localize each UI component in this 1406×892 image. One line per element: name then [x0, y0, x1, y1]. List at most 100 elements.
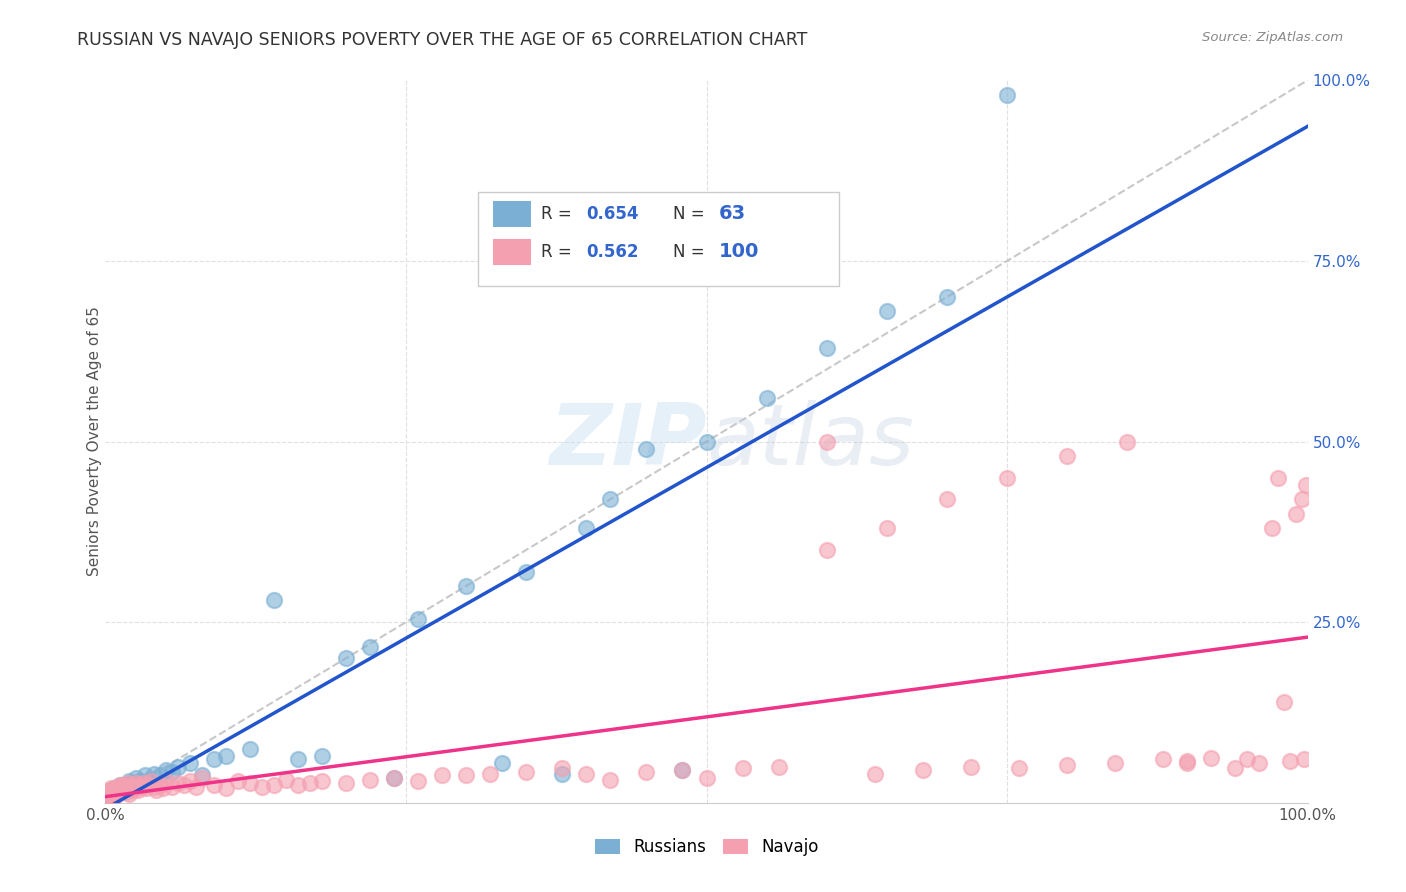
Point: [876, 304, 898, 318]
Legend: Russians, Navajo: Russians, Navajo: [588, 831, 825, 863]
Point: [142, 780, 165, 794]
Point: [599, 492, 621, 507]
Point: [173, 778, 195, 792]
Point: [179, 756, 201, 770]
Point: [335, 775, 357, 789]
Point: [214, 748, 236, 763]
Point: [406, 611, 429, 625]
Point: [124, 771, 146, 785]
Point: [134, 768, 156, 782]
Point: [104, 781, 127, 796]
Point: [960, 760, 983, 774]
Point: [97, 787, 120, 801]
Point: [995, 470, 1018, 484]
Point: [179, 774, 201, 789]
Point: [359, 640, 381, 655]
Point: [599, 772, 621, 787]
Point: [406, 774, 429, 789]
Point: [107, 780, 129, 794]
Point: [1104, 756, 1126, 770]
Point: [1225, 761, 1247, 775]
Point: [1236, 752, 1258, 766]
Point: [128, 774, 150, 789]
Point: [125, 780, 148, 794]
Point: [1295, 478, 1317, 492]
Bar: [492, 201, 531, 227]
Point: [122, 782, 145, 797]
Point: [1177, 756, 1199, 770]
Point: [120, 780, 142, 794]
Text: atlas: atlas: [707, 400, 914, 483]
Point: [160, 780, 183, 794]
Point: [103, 785, 125, 799]
Point: [152, 781, 174, 796]
Point: [100, 781, 122, 796]
Point: [103, 789, 125, 804]
Point: [98, 789, 121, 803]
Point: [1177, 754, 1199, 768]
Point: [101, 787, 124, 801]
Bar: [492, 238, 531, 265]
Point: [298, 775, 321, 789]
Point: [202, 752, 225, 766]
Point: [107, 787, 129, 801]
Text: RUSSIAN VS NAVAJO SENIORS POVERTY OVER THE AGE OF 65 CORRELATION CHART: RUSSIAN VS NAVAJO SENIORS POVERTY OVER T…: [77, 31, 807, 49]
Point: [118, 787, 141, 801]
Point: [96, 789, 118, 803]
Point: [132, 775, 155, 789]
Point: [1056, 449, 1078, 463]
Point: [101, 787, 124, 801]
Point: [166, 760, 188, 774]
Point: [155, 764, 177, 778]
Point: [98, 788, 121, 802]
Point: [768, 760, 790, 774]
Point: [112, 778, 135, 792]
Point: [239, 741, 262, 756]
Text: R =: R =: [541, 243, 576, 260]
Point: [115, 780, 138, 794]
Point: [515, 565, 537, 579]
Point: [250, 780, 273, 794]
Point: [1278, 754, 1301, 768]
Point: [148, 768, 170, 782]
Point: [815, 542, 838, 557]
Point: [131, 778, 153, 792]
Point: [551, 761, 574, 775]
Point: [128, 778, 150, 792]
Point: [155, 774, 177, 789]
Point: [671, 764, 693, 778]
Point: [142, 767, 165, 781]
Point: [138, 772, 160, 787]
Point: [226, 774, 249, 789]
Point: [121, 778, 143, 792]
Y-axis label: Seniors Poverty Over the Age of 65: Seniors Poverty Over the Age of 65: [87, 307, 101, 576]
Point: [145, 782, 167, 797]
Point: [124, 775, 146, 789]
Point: [114, 778, 136, 792]
Point: [1201, 751, 1223, 765]
Point: [995, 87, 1018, 102]
Point: [636, 442, 658, 456]
Point: [100, 782, 122, 797]
Point: [184, 780, 207, 794]
Point: [114, 782, 136, 797]
Point: [110, 781, 132, 796]
Point: [107, 782, 129, 797]
Point: [105, 786, 128, 800]
Point: [111, 781, 134, 796]
Text: Source: ZipAtlas.com: Source: ZipAtlas.com: [1202, 31, 1343, 45]
Point: [124, 781, 146, 796]
Point: [335, 651, 357, 665]
Point: [274, 772, 297, 787]
Point: [1292, 752, 1315, 766]
Point: [696, 771, 718, 785]
Point: [755, 391, 778, 405]
Point: [1116, 434, 1139, 449]
Point: [311, 774, 333, 789]
Point: [936, 492, 959, 507]
Point: [98, 786, 121, 800]
Point: [456, 579, 478, 593]
Point: [1260, 521, 1282, 535]
Point: [98, 789, 121, 804]
Point: [101, 786, 124, 800]
